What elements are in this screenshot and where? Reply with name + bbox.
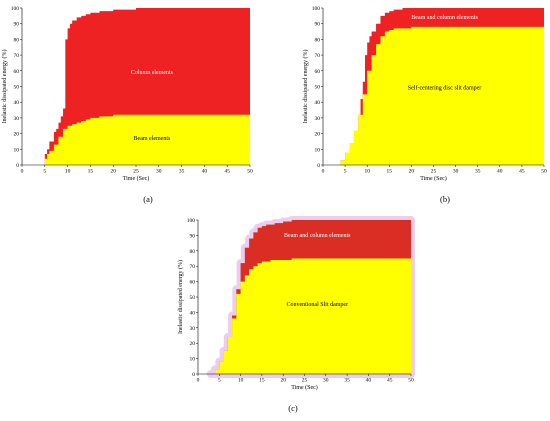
- x-tick-label: 35: [179, 169, 185, 175]
- x-tick-label: 40: [202, 169, 208, 175]
- y-tick-label: 90: [14, 22, 20, 28]
- y-tick-label: 50: [190, 295, 196, 301]
- x-tick-label: 10: [364, 169, 370, 175]
- x-tick-label: 45: [519, 169, 525, 175]
- series-area-lower: [336, 26, 544, 166]
- y-tick-label: 70: [14, 53, 20, 59]
- y-tick-label: 80: [14, 37, 20, 43]
- y-tick-label: 70: [190, 264, 196, 270]
- x-tick-label: 0: [21, 169, 24, 175]
- x-tick-label: 35: [344, 378, 350, 384]
- x-tick-label: 25: [133, 169, 139, 175]
- y-tick-label: 80: [190, 249, 196, 255]
- y-axis-title: Inelastic dissipated energy (%): [177, 260, 184, 334]
- x-tick-label: 50: [408, 378, 414, 384]
- x-tick-label: 5: [344, 169, 347, 175]
- y-tick-label: 0: [317, 163, 320, 169]
- y-tick-label: 80: [315, 37, 321, 43]
- x-tick-label: 30: [453, 169, 459, 175]
- x-tick-label: 40: [366, 378, 372, 384]
- y-tick-label: 100: [312, 6, 321, 12]
- panel-caption: (b): [440, 194, 450, 204]
- x-tick-label: 45: [224, 169, 230, 175]
- y-tick-label: 30: [190, 326, 196, 332]
- y-axis-title: Inelastic dissipated energy (%): [1, 49, 8, 123]
- x-tick-label: 50: [541, 169, 547, 175]
- panel-caption: (c): [288, 403, 298, 413]
- y-tick-label: 100: [11, 6, 20, 12]
- x-axis-title: Time (Sec): [291, 384, 318, 391]
- region-label-lower: Self-centering disc slit damper: [408, 85, 481, 92]
- region-label-upper: Beam and column elements: [411, 15, 478, 21]
- y-tick-label: 20: [315, 132, 321, 138]
- y-tick-label: 40: [14, 100, 20, 106]
- series-area-lower: [42, 114, 250, 165]
- y-tick-label: 90: [190, 233, 196, 239]
- x-tick-label: 10: [238, 378, 244, 384]
- x-tick-label: 45: [387, 378, 393, 384]
- y-tick-label: 70: [315, 53, 321, 59]
- region-label-lower: Conventional Slit damper: [286, 302, 348, 308]
- x-tick-label: 15: [259, 378, 265, 384]
- chart-panel-2: 0 5 10 15 20 25 30 35 40 45 50 0 10 20 30 40 50 60 70 80 90 1…: [302, 6, 547, 204]
- x-tick-label: 0: [322, 169, 325, 175]
- y-tick-label: 60: [315, 69, 321, 75]
- x-tick-label: 50: [247, 169, 253, 175]
- y-tick-label: 20: [190, 341, 196, 347]
- y-tick-label: 50: [14, 85, 20, 91]
- x-tick-label: 15: [88, 169, 94, 175]
- y-tick-label: 30: [14, 116, 20, 122]
- x-tick-label: 30: [323, 378, 329, 384]
- y-tick-label: 0: [16, 163, 19, 169]
- y-tick-label: 10: [315, 147, 321, 153]
- x-tick-label: 0: [197, 378, 200, 384]
- x-tick-label: 5: [218, 378, 221, 384]
- x-tick-label: 40: [497, 169, 503, 175]
- x-tick-label: 15: [387, 169, 393, 175]
- y-tick-label: 20: [14, 132, 20, 138]
- x-tick-label: 25: [431, 169, 437, 175]
- region-label-upper: Beam and column elements: [284, 233, 351, 239]
- x-tick-label: 20: [409, 169, 415, 175]
- x-tick-label: 20: [110, 169, 116, 175]
- y-tick-label: 90: [315, 22, 321, 28]
- region-label-upper: Column elements: [131, 70, 174, 76]
- y-tick-label: 0: [192, 372, 195, 378]
- x-axis-title: Time (Sec): [420, 175, 447, 182]
- y-tick-label: 40: [315, 100, 321, 106]
- y-axis-title: Inelastic dissipated energy (%): [302, 49, 309, 123]
- y-tick-label: 50: [315, 85, 321, 91]
- x-tick-label: 35: [475, 169, 481, 175]
- chart-panel-3: 0 5 10 15 20 25 30 35 40 45 50 0 10 20 30 40 50 60 70 80 90 1…: [177, 216, 415, 413]
- y-tick-label: 60: [14, 69, 20, 75]
- y-tick-label: 100: [187, 218, 196, 224]
- series-area-lower: [210, 258, 411, 374]
- panel-caption: (a): [143, 194, 153, 204]
- y-tick-label: 40: [190, 310, 196, 316]
- chart-panel-1: 0 5 10 15 20 25 30 35 40 45 50 0 10 20 30 40 50 60 70 80 90 1…: [1, 6, 253, 204]
- region-label-lower: Beam elements: [134, 136, 171, 142]
- y-tick-label: 10: [14, 147, 20, 153]
- y-tick-label: 60: [190, 280, 196, 286]
- y-tick-label: 30: [315, 116, 321, 122]
- x-axis-title: Time (Sec): [123, 175, 150, 182]
- y-tick-label: 10: [190, 357, 196, 363]
- x-tick-label: 25: [302, 378, 308, 384]
- x-tick-label: 30: [156, 169, 162, 175]
- x-tick-label: 10: [65, 169, 71, 175]
- x-tick-label: 5: [43, 169, 46, 175]
- x-tick-label: 20: [280, 378, 286, 384]
